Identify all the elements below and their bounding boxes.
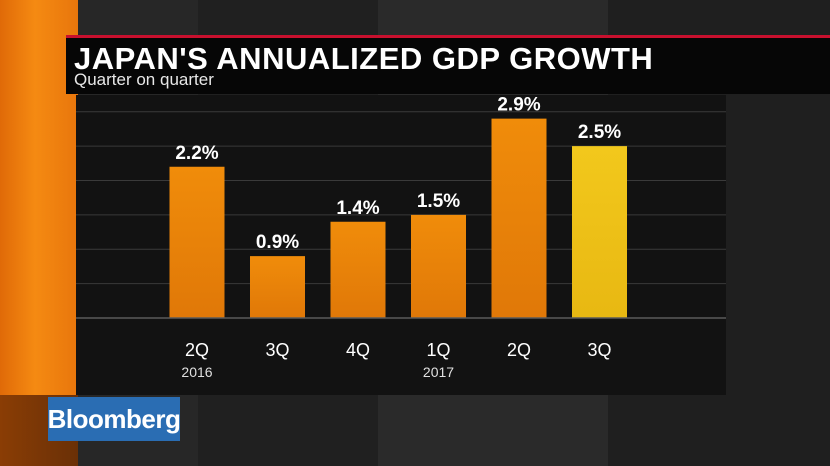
chart-title: JAPAN'S ANNUALIZED GDP GROWTH [74,41,654,76]
bar [250,256,305,318]
title-bar [66,38,830,94]
background-orange-panel [0,0,78,466]
title-accent-line [66,35,830,38]
bar-value-label: 2.9% [497,95,540,116]
category-tick-label: 2Q [507,340,531,360]
bar [491,118,547,318]
category-tick-label: 4Q [346,340,370,360]
bar-value-label: 2.5% [578,122,621,143]
brand-label: Bloomberg [47,403,181,434]
bloomberg-logo: Bloomberg [47,397,181,441]
category-tick-label: 3Q [265,340,289,360]
category-tick-label: 2Q [185,340,209,360]
bar-value-label: 1.4% [336,198,379,219]
year-label: 2016 [181,364,212,380]
bar [572,146,627,318]
chart-subtitle: Quarter on quarter [74,70,214,89]
bar [411,214,466,318]
category-tick-label: 3Q [587,340,611,360]
bar [330,221,386,318]
year-label: 2017 [423,364,454,380]
bar-value-label: 2.2% [175,143,218,164]
bar-value-label: 1.5% [417,191,460,212]
category-tick-label: 1Q [426,340,450,360]
bar-value-label: 0.9% [256,232,299,253]
bar [169,166,225,318]
